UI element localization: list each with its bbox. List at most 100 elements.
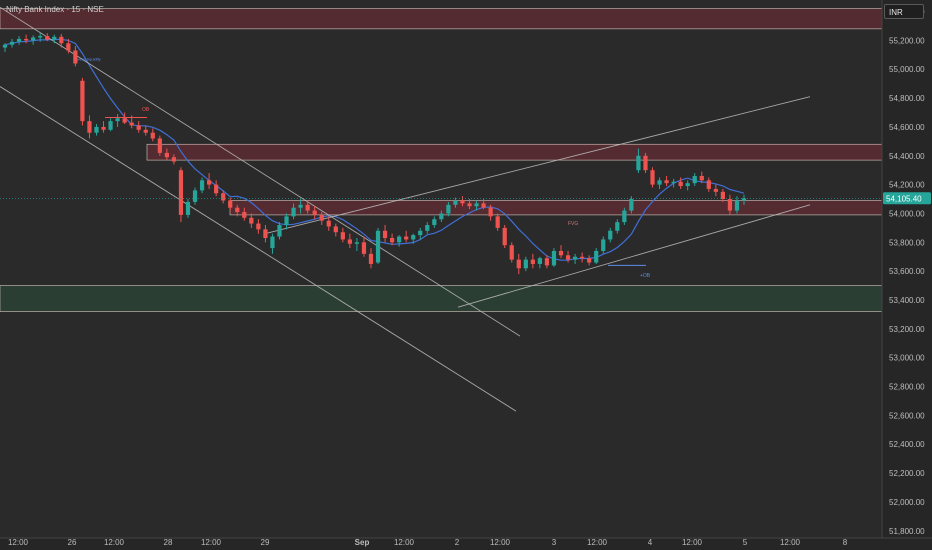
candle[interactable] xyxy=(643,152,648,174)
downtrend-channel-upper[interactable] xyxy=(0,6,521,337)
candle[interactable] xyxy=(171,154,177,165)
candle[interactable] xyxy=(73,46,78,67)
candle[interactable] xyxy=(59,33,64,48)
candle[interactable] xyxy=(361,236,367,257)
candle[interactable] xyxy=(657,177,662,189)
candle[interactable] xyxy=(221,190,226,204)
candle[interactable] xyxy=(270,233,275,254)
uptrend-channel-lower[interactable] xyxy=(457,204,811,308)
candle[interactable] xyxy=(143,125,148,136)
candle[interactable] xyxy=(509,242,514,263)
candle[interactable] xyxy=(129,115,134,129)
candle[interactable] xyxy=(404,230,409,243)
candle[interactable] xyxy=(192,187,198,205)
candle[interactable] xyxy=(495,213,500,231)
downtrend-channel-lower[interactable] xyxy=(0,86,517,412)
candle[interactable] xyxy=(185,199,191,218)
candle[interactable] xyxy=(516,253,521,275)
supply-zone-upper[interactable] xyxy=(146,143,885,161)
candle[interactable] xyxy=(31,35,36,45)
candle[interactable] xyxy=(94,124,99,136)
candle[interactable] xyxy=(713,184,718,197)
candle[interactable] xyxy=(249,213,254,228)
candle[interactable] xyxy=(52,34,57,44)
candle[interactable] xyxy=(347,233,352,249)
candle[interactable] xyxy=(425,222,430,234)
candle[interactable] xyxy=(551,248,557,267)
candle[interactable] xyxy=(502,225,507,249)
candle[interactable] xyxy=(572,253,578,264)
candle[interactable] xyxy=(16,36,22,45)
candle[interactable] xyxy=(397,235,402,247)
candle[interactable] xyxy=(66,38,71,54)
candle[interactable] xyxy=(587,255,592,266)
candle[interactable] xyxy=(333,223,338,237)
candle[interactable] xyxy=(544,255,550,269)
candle[interactable] xyxy=(699,171,704,184)
candle[interactable] xyxy=(488,204,493,221)
candle[interactable] xyxy=(319,212,324,226)
candle[interactable] xyxy=(214,180,219,197)
candle[interactable] xyxy=(340,227,345,243)
candle[interactable] xyxy=(453,197,458,208)
candle[interactable] xyxy=(608,227,613,243)
demand-zone[interactable] xyxy=(0,285,885,312)
candle[interactable] xyxy=(256,219,261,234)
candle[interactable] xyxy=(734,196,740,214)
candle[interactable] xyxy=(122,112,127,125)
candle[interactable] xyxy=(305,200,310,214)
candle[interactable] xyxy=(312,206,317,220)
candle[interactable] xyxy=(115,113,120,127)
candle[interactable] xyxy=(354,237,360,251)
candle[interactable] xyxy=(720,188,725,202)
candle[interactable] xyxy=(636,148,641,174)
candle[interactable] xyxy=(481,199,486,210)
candle[interactable] xyxy=(601,236,606,254)
supply-zone-mid[interactable] xyxy=(229,200,885,216)
candle[interactable] xyxy=(678,177,683,189)
supply-zone-top[interactable] xyxy=(0,8,885,30)
candle[interactable] xyxy=(671,178,676,188)
candle[interactable] xyxy=(164,148,169,161)
candle[interactable] xyxy=(24,34,29,44)
candle[interactable] xyxy=(389,233,395,246)
candle[interactable] xyxy=(692,173,697,187)
candle[interactable] xyxy=(108,118,113,132)
candle[interactable] xyxy=(432,216,437,228)
candle[interactable] xyxy=(9,38,15,48)
candle[interactable] xyxy=(291,203,296,220)
candle[interactable] xyxy=(150,128,155,142)
candle[interactable] xyxy=(284,213,289,230)
candle[interactable] xyxy=(178,167,184,223)
candle[interactable] xyxy=(157,135,162,156)
price-axis-panel[interactable] xyxy=(882,0,932,550)
moving-average-line[interactable] xyxy=(4,38,745,261)
candle[interactable] xyxy=(298,199,303,214)
candle[interactable] xyxy=(594,248,599,264)
candle[interactable] xyxy=(580,252,585,263)
candle[interactable] xyxy=(418,227,423,240)
candle[interactable] xyxy=(199,177,205,194)
candle[interactable] xyxy=(439,210,444,223)
candle[interactable] xyxy=(38,33,43,42)
candle[interactable] xyxy=(80,77,85,126)
currency-selector[interactable]: INR xyxy=(884,4,924,19)
candle[interactable] xyxy=(558,245,564,259)
candle[interactable] xyxy=(87,115,92,139)
candle[interactable] xyxy=(706,177,711,192)
candle[interactable] xyxy=(368,248,374,269)
candle[interactable] xyxy=(242,207,247,221)
candle[interactable] xyxy=(615,219,620,234)
uptrend-channel-upper[interactable] xyxy=(264,96,811,235)
candle[interactable] xyxy=(467,199,472,210)
candle[interactable] xyxy=(277,222,282,240)
candle[interactable] xyxy=(565,250,571,263)
candle[interactable] xyxy=(45,33,50,42)
candle[interactable] xyxy=(228,197,233,211)
time-axis-panel[interactable] xyxy=(0,538,932,550)
candle[interactable] xyxy=(101,121,106,133)
candle[interactable] xyxy=(523,256,528,272)
candle[interactable] xyxy=(446,201,451,217)
candle[interactable] xyxy=(685,180,690,191)
